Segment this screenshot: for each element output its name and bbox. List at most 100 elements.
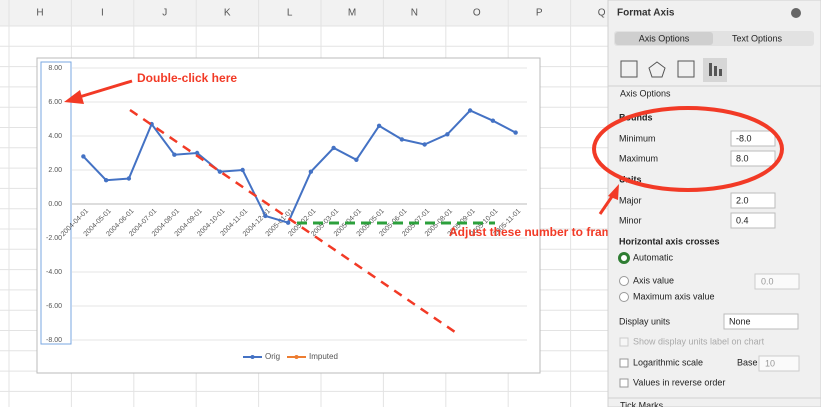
point xyxy=(126,176,132,181)
column-header: O xyxy=(473,8,481,19)
checkbox-label[interactable]: Show display units label on chart xyxy=(633,336,765,346)
checkbox-label[interactable]: Logarithmic scale xyxy=(633,357,703,367)
radio[interactable] xyxy=(619,292,629,302)
dropdown-value[interactable]: None xyxy=(729,316,751,326)
column-header: K xyxy=(224,8,231,19)
point xyxy=(513,130,518,135)
arrow-shaft xyxy=(598,194,615,215)
input[interactable] xyxy=(730,212,776,229)
point xyxy=(331,145,336,151)
point xyxy=(285,220,291,225)
column-header: Q xyxy=(598,8,606,19)
point xyxy=(376,123,382,128)
red-ellipse xyxy=(592,106,784,192)
label: Minimum xyxy=(619,133,656,143)
radio-label[interactable]: Axis value xyxy=(633,275,674,285)
checkbox[interactable] xyxy=(619,337,629,347)
chart-frame[interactable] xyxy=(36,57,541,374)
column-header: I xyxy=(101,8,104,19)
input[interactable] xyxy=(730,192,776,209)
label: Display units xyxy=(619,316,671,326)
tab-active[interactable] xyxy=(615,32,713,45)
y-tick-label: -4.00 xyxy=(46,269,62,276)
legend-marker xyxy=(250,355,255,359)
point xyxy=(217,169,223,174)
point xyxy=(467,108,473,113)
dropdown[interactable] xyxy=(723,313,799,330)
checkbox-label[interactable]: Values in reverse order xyxy=(633,377,725,387)
input[interactable] xyxy=(754,273,800,290)
point xyxy=(490,118,496,123)
radio[interactable] xyxy=(619,276,629,286)
point xyxy=(263,213,268,219)
input-value[interactable]: 2.0 xyxy=(736,195,749,205)
input-value[interactable]: 10 xyxy=(765,358,775,368)
checkbox[interactable] xyxy=(619,358,629,368)
input-value[interactable]: 0.4 xyxy=(736,215,749,225)
y-tick-label: 4.00 xyxy=(48,133,62,140)
series-line xyxy=(82,109,517,224)
point xyxy=(194,150,200,156)
panel-title: Format Axis xyxy=(617,8,675,19)
point xyxy=(399,137,405,142)
point xyxy=(445,132,450,137)
icon-fill[interactable] xyxy=(620,60,638,78)
input[interactable] xyxy=(730,150,776,167)
column-header-bar xyxy=(0,0,608,26)
y-tick-label: 2.00 xyxy=(48,167,62,174)
column-header: H xyxy=(36,8,43,19)
input-value[interactable]: -8.0 xyxy=(736,133,752,143)
radio-label[interactable]: Automatic xyxy=(633,252,674,262)
input-value[interactable]: 8.0 xyxy=(736,153,749,163)
y-tick-label: 8.00 xyxy=(48,65,62,72)
icon-bar xyxy=(709,63,712,76)
point xyxy=(81,154,86,159)
legend-marker xyxy=(294,355,299,359)
label: Major xyxy=(619,195,642,205)
icon-effects[interactable] xyxy=(648,61,666,78)
icon-size[interactable] xyxy=(677,60,695,78)
radio-label[interactable]: Maximum axis value xyxy=(633,291,715,301)
arrow-shaft xyxy=(75,79,133,100)
label: Maximum xyxy=(619,153,658,163)
label: Minor xyxy=(619,215,642,225)
input[interactable] xyxy=(730,130,776,147)
y-tick-label: 6.00 xyxy=(48,99,62,106)
point xyxy=(103,178,109,183)
heading: Horizontal axis crosses xyxy=(619,236,720,246)
heading: Bounds xyxy=(619,112,653,122)
input-value[interactable]: 0.0 xyxy=(761,276,774,286)
section-header[interactable]: Tick Marks xyxy=(620,400,664,410)
input[interactable] xyxy=(758,355,800,372)
point xyxy=(172,152,177,157)
legend-label: Imputed xyxy=(309,352,338,361)
point xyxy=(354,157,359,162)
radio-selected[interactable] xyxy=(618,252,630,264)
column-header: M xyxy=(348,8,356,19)
tab[interactable]: Axis Options xyxy=(639,33,690,43)
point xyxy=(240,167,245,173)
annotation: Double-click here xyxy=(137,71,237,85)
legend-label: Orig xyxy=(265,352,280,361)
point xyxy=(308,169,314,174)
column-header: J xyxy=(162,8,167,19)
y-tick-label: -6.00 xyxy=(46,303,62,310)
close-button[interactable] xyxy=(791,8,801,18)
arrow-head xyxy=(64,90,84,104)
section-header[interactable]: Axis Options xyxy=(620,88,671,98)
column-header: N xyxy=(411,8,418,19)
column-header: P xyxy=(536,8,543,19)
y-tick-label: -8.00 xyxy=(46,337,62,344)
column-header: L xyxy=(287,8,293,19)
icon-bar xyxy=(719,69,722,76)
axis-selection[interactable] xyxy=(40,61,72,345)
icon-bar xyxy=(714,66,717,76)
arrow-head xyxy=(608,184,619,200)
tab[interactable]: Text Options xyxy=(732,33,783,43)
red-dashed-line xyxy=(129,108,456,334)
checkbox[interactable] xyxy=(619,378,629,388)
y-tick-label: -2.00 xyxy=(46,235,62,242)
y-tick-label: 0.00 xyxy=(48,201,62,208)
point xyxy=(422,142,427,147)
